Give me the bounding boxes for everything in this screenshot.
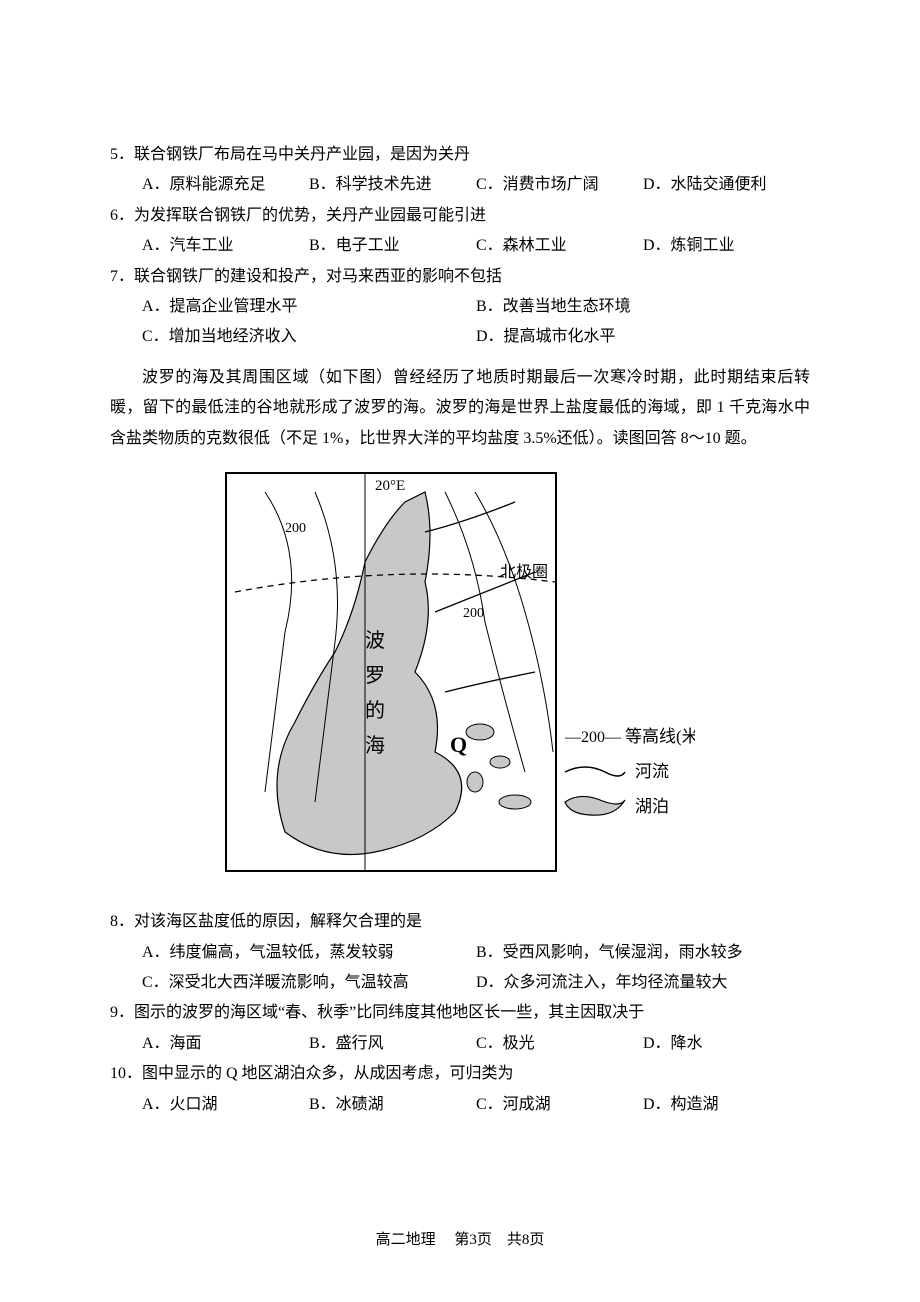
map-sea-char-3: 海 (365, 734, 385, 757)
footer-subject: 高二地理 (376, 1232, 436, 1248)
baltic-map-svg: 20°E 北极圈 200 200 波 罗 的 海 Q —200— 等高线(米) … (225, 472, 695, 872)
map-contour-200b: 200 (285, 521, 306, 536)
legend-river-label: 河流 (635, 762, 669, 781)
q7-opt-a: A．提高企业管理水平 (142, 292, 476, 322)
q5-opt-d: D．水陆交通便利 (643, 170, 810, 200)
q9-opt-d: D．降水 (643, 1029, 810, 1059)
q7-options-row1: A．提高企业管理水平 B．改善当地生态环境 (110, 292, 810, 322)
q5-opt-a: A．原料能源充足 (142, 170, 309, 200)
legend-contour-label: 等高线(米) (625, 727, 695, 746)
q10-opt-b: B．冰碛湖 (309, 1090, 476, 1120)
q8-stem: 8．对该海区盐度低的原因，解释欠合理的是 (110, 907, 810, 937)
q7-opt-d: D．提高城市化水平 (476, 322, 810, 352)
q6-opt-a: A．汽车工业 (142, 231, 309, 261)
q9-options: A．海面 B．盛行风 C．极光 D．降水 (110, 1029, 810, 1059)
q6-opt-b: B．电子工业 (309, 231, 476, 261)
q10-opt-a: A．火口湖 (142, 1090, 309, 1120)
q10-opt-d: D．构造湖 (643, 1090, 810, 1120)
exam-page: 5．联合钢铁厂布局在马中关丹产业园，是因为关丹 A．原料能源充足 B．科学技术先… (0, 0, 920, 1302)
legend-contour-sample: —200— (564, 729, 622, 746)
q6-opt-c: C．森林工业 (476, 231, 643, 261)
q9-opt-a: A．海面 (142, 1029, 309, 1059)
q10-options: A．火口湖 B．冰碛湖 C．河成湖 D．构造湖 (110, 1090, 810, 1120)
footer-page: 第3页 共8页 (454, 1232, 544, 1248)
baltic-map-figure: 20°E 北极圈 200 200 波 罗 的 海 Q —200— 等高线(米) … (110, 472, 810, 883)
map-q-label: Q (450, 732, 467, 757)
q6-options: A．汽车工业 B．电子工业 C．森林工业 D．炼铜工业 (110, 231, 810, 261)
map-contour-200a: 200 (463, 606, 484, 621)
q10-opt-c: C．河成湖 (476, 1090, 643, 1120)
q6-stem: 6．为发挥联合钢铁厂的优势，关丹产业园最可能引进 (110, 201, 810, 231)
q5-opt-c: C．消费市场广阔 (476, 170, 643, 200)
q7-opt-b: B．改善当地生态环境 (476, 292, 810, 322)
q8-opt-b: B．受西风影响，气候湿润，雨水较多 (476, 938, 810, 968)
q9-stem: 9．图示的波罗的海区域“春、秋季”比同纬度其他地区长一些，其主因取决于 (110, 998, 810, 1028)
q8-options-row1: A．纬度偏高，气温较低，蒸发较弱 B．受西风影响，气候湿润，雨水较多 (110, 938, 810, 968)
q9-opt-b: B．盛行风 (309, 1029, 476, 1059)
q9-opt-c: C．极光 (476, 1029, 643, 1059)
q8-opt-c: C．深受北大西洋暖流影响，气温较高 (142, 968, 476, 998)
legend-lake-icon (565, 796, 625, 815)
q10-stem: 10．图中显示的 Q 地区湖泊众多，从成因考虑，可归类为 (110, 1059, 810, 1089)
legend-river-icon (565, 767, 625, 776)
q7-options-row2: C．增加当地经济收入 D．提高城市化水平 (110, 322, 810, 352)
map-sea-char-0: 波 (365, 629, 385, 652)
q8-options-row2: C．深受北大西洋暖流影响，气温较高 D．众多河流注入，年均径流量较大 (110, 968, 810, 998)
q7-stem: 7．联合钢铁厂的建设和投产，对马来西亚的影响不包括 (110, 262, 810, 292)
q5-stem: 5．联合钢铁厂布局在马中关丹产业园，是因为关丹 (110, 140, 810, 170)
passage-text: 波罗的海及其周围区域（如下图）曾经经历了地质时期最后一次寒冷时期，此时期结束后转… (110, 363, 810, 454)
q7-opt-c: C．增加当地经济收入 (142, 322, 476, 352)
q5-opt-b: B．科学技术先进 (309, 170, 476, 200)
q6-opt-d: D．炼铜工业 (643, 231, 810, 261)
map-lon-label: 20°E (375, 478, 405, 494)
legend-lake-label: 湖泊 (635, 797, 669, 816)
q8-opt-a: A．纬度偏高，气温较低，蒸发较弱 (142, 938, 476, 968)
q8-opt-d: D．众多河流注入，年均径流量较大 (476, 968, 810, 998)
map-sea-char-1: 罗 (365, 665, 385, 687)
map-sea-char-2: 的 (365, 699, 385, 722)
page-footer: 高二地理 第3页 共8页 (0, 1226, 920, 1255)
map-arctic-label: 北极圈 (500, 563, 548, 581)
q5-options: A．原料能源充足 B．科学技术先进 C．消费市场广阔 D．水陆交通便利 (110, 170, 810, 200)
